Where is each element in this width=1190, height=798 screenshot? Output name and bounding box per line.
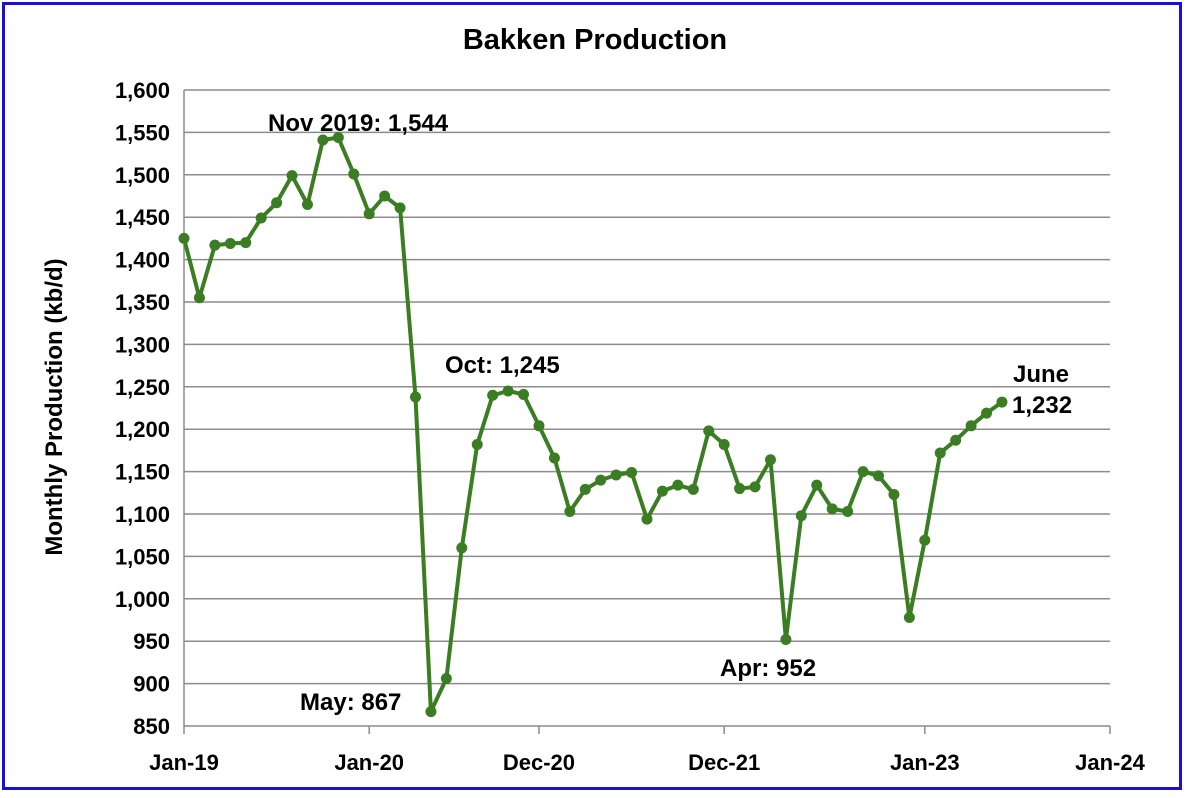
data-point xyxy=(857,466,869,478)
data-point xyxy=(641,513,653,525)
data-point xyxy=(332,131,344,143)
data-point xyxy=(255,212,267,224)
data-point xyxy=(317,134,329,146)
data-point xyxy=(965,420,977,432)
series-line xyxy=(182,135,1004,714)
y-tick-label: 1,600 xyxy=(115,78,170,103)
x-tick-label: Dec-20 xyxy=(503,750,575,775)
data-point xyxy=(626,466,638,478)
annotation-nov-2019: Nov 2019: 1,544 xyxy=(268,110,449,137)
y-tick-label: 1,150 xyxy=(115,460,170,485)
y-tick-label: 1,450 xyxy=(115,205,170,230)
y-tick-labels: 850 900 950 1,000 1,050 1,100 1,150 1,200 1,250 1… xyxy=(115,78,170,739)
data-point xyxy=(363,208,375,220)
data-point xyxy=(656,485,668,497)
data-point xyxy=(842,505,854,517)
annotation-june-value: 1,232 xyxy=(1012,392,1072,419)
data-point xyxy=(533,420,545,432)
data-point xyxy=(703,425,715,437)
data-point xyxy=(873,470,884,482)
y-tick-label: 1,300 xyxy=(115,332,170,357)
y-tick-label: 900 xyxy=(133,672,170,697)
data-point xyxy=(425,706,437,718)
data-point xyxy=(672,479,684,491)
data-point xyxy=(950,434,962,446)
data-point xyxy=(795,510,807,522)
y-tick-label: 1,350 xyxy=(115,290,170,315)
data-point xyxy=(934,447,946,459)
y-tick-label: 1,050 xyxy=(115,544,170,569)
data-point xyxy=(209,239,221,251)
data-point xyxy=(348,168,360,180)
data-point xyxy=(919,534,931,546)
data-point xyxy=(780,634,792,646)
annotation-oct: Oct: 1,245 xyxy=(445,352,560,379)
data-point xyxy=(579,483,591,495)
data-point xyxy=(518,388,530,400)
x-tick-labels: Jan-19 Jan-20 Dec-20 Dec-21 Jan-23 Jan-24 xyxy=(149,750,1145,775)
data-point xyxy=(811,479,823,491)
x-tick-label: Jan-23 xyxy=(890,750,960,775)
annotations: Nov 2019: 1,544 Oct: 1,245 May: 867 Apr:… xyxy=(268,110,1072,716)
data-point xyxy=(749,481,761,493)
y-tick-label: 850 xyxy=(133,714,170,739)
data-point xyxy=(548,452,560,464)
chart-title: Bakken Production xyxy=(462,24,728,56)
x-tick-label: Dec-21 xyxy=(688,750,760,775)
y-tick-label: 1,500 xyxy=(115,163,170,188)
data-point xyxy=(178,232,190,244)
data-point xyxy=(301,198,313,210)
y-tick-label: 1,200 xyxy=(115,417,170,442)
y-tick-label: 1,400 xyxy=(115,248,170,273)
y-tick-label: 1,000 xyxy=(115,587,170,612)
data-point xyxy=(456,542,468,554)
data-point xyxy=(564,505,576,517)
data-point xyxy=(379,190,391,202)
data-point xyxy=(610,469,622,481)
data-point xyxy=(764,454,776,466)
data-point xyxy=(471,438,483,450)
chart-frame xyxy=(2,2,1182,790)
annotation-apr: Apr: 952 xyxy=(720,655,816,682)
data-point xyxy=(826,503,838,515)
data-point xyxy=(595,474,607,486)
data-point xyxy=(286,170,298,182)
y-tick-label: 950 xyxy=(133,629,170,654)
data-point xyxy=(502,385,514,397)
data-point xyxy=(734,483,746,495)
x-tick-label: Jan-24 xyxy=(1075,750,1145,775)
data-point xyxy=(487,389,499,401)
data-point xyxy=(224,237,236,249)
data-point xyxy=(903,611,915,623)
data-point xyxy=(718,438,730,450)
data-point xyxy=(888,488,900,500)
data-point xyxy=(981,407,993,419)
y-tick-label: 1,550 xyxy=(115,120,170,145)
y-tick-label: 1,250 xyxy=(115,375,170,400)
data-point xyxy=(193,292,205,304)
data-point xyxy=(271,197,283,209)
grid-lines xyxy=(184,89,1110,685)
annotation-may: May: 867 xyxy=(300,689,401,716)
data-point xyxy=(410,391,421,403)
data-point xyxy=(394,202,406,214)
axes xyxy=(183,90,1111,734)
data-point xyxy=(687,483,699,495)
data-point xyxy=(240,237,252,249)
x-tick-label: Jan-19 xyxy=(149,750,219,775)
y-axis-label: Monthly Production (kb/d) xyxy=(41,258,68,555)
series-production xyxy=(178,131,1008,718)
data-point xyxy=(440,673,452,685)
annotation-june: June xyxy=(1013,361,1069,388)
x-tick-label: Jan-20 xyxy=(334,750,404,775)
data-point xyxy=(996,396,1008,408)
y-tick-label: 1,100 xyxy=(115,502,170,527)
